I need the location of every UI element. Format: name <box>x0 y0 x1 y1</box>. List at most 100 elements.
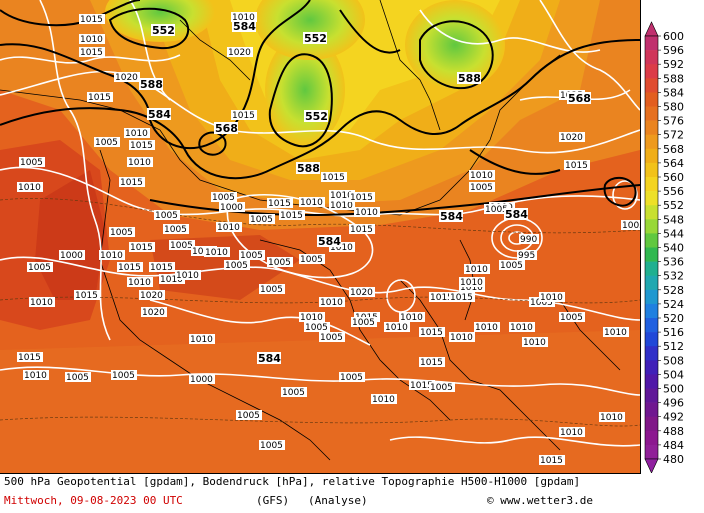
pressure-label-bg <box>519 234 539 244</box>
pressure-label-bg <box>224 260 250 270</box>
pressure-label-bg <box>339 372 365 382</box>
pressure-label: 1005 <box>500 261 523 271</box>
legend-tick-label: 484 <box>663 439 684 452</box>
pressure-label-bg <box>149 262 175 272</box>
pressure-label-bg <box>384 322 410 332</box>
pressure-label: 1010 <box>465 265 488 275</box>
geop-contour-6 <box>108 7 190 50</box>
geopotential-label: 584 <box>318 235 341 248</box>
legend-swatch <box>645 177 658 192</box>
pressure-label-bg <box>99 250 125 260</box>
pressure-label: 1010 <box>205 248 228 258</box>
pressure-label: 1020 <box>560 133 583 143</box>
pressure-label: 1010 <box>320 298 343 308</box>
pressure-label: 1010 <box>128 278 151 288</box>
pressure-label-bg <box>469 170 495 180</box>
pressure-label: 1010 <box>510 323 533 333</box>
pressure-label: 1005 <box>352 318 375 328</box>
geopotential-label: 588 <box>297 162 320 175</box>
pressure-label: 1005 <box>28 263 51 273</box>
pressure-label: 1010 <box>300 198 323 208</box>
legend-tick-label: 540 <box>663 242 684 255</box>
pressure-label: 1005 <box>470 183 493 193</box>
pressure-label: 1010 <box>450 333 473 343</box>
pressure-label-bg <box>539 292 565 302</box>
legend-tick-label: 524 <box>663 298 684 311</box>
isobar-5 <box>39 0 111 341</box>
weather-map: 1015 1010 1015 1015 1010 1015 1010 1005 1020 1005… <box>0 0 641 474</box>
pressure-label: 1020 <box>140 291 163 301</box>
pressure-label-bg <box>239 250 265 260</box>
legend-tick-label: 544 <box>663 227 684 240</box>
pressure-label: 1005 <box>260 441 283 451</box>
legend-swatch <box>645 430 658 446</box>
geop-contour-8 <box>603 176 637 207</box>
geopotential-label: 552 <box>304 32 327 45</box>
legend-tick-label: 548 <box>663 213 684 226</box>
pressure-label: 1010 <box>604 328 627 338</box>
geop-contour-10 <box>339 9 401 54</box>
geopotential-label-bg <box>457 72 481 84</box>
pressure-label: 1010 <box>176 271 199 281</box>
legend-tick-label: 596 <box>663 44 684 57</box>
legend-tick-label: 584 <box>663 86 684 99</box>
pressure-label: 1015 <box>150 263 173 273</box>
legend-swatch <box>645 388 658 403</box>
pressure-label-bg <box>231 12 257 22</box>
coastline-5 <box>459 239 476 321</box>
credit-link[interactable]: © www.wetter3.de <box>487 494 593 507</box>
pressure-label-bg <box>429 382 455 392</box>
pressure-label-bg <box>259 284 285 294</box>
legend-tick-label: 512 <box>663 340 684 353</box>
legend-swatch <box>645 289 658 305</box>
legend-tick-label: 572 <box>663 129 684 142</box>
pressure-label: 1010 <box>330 201 353 211</box>
pressure-label: 1015 <box>130 141 153 151</box>
pressure-label: 995 <box>518 251 535 261</box>
pressure-label-bg <box>349 287 375 297</box>
geopotential-label-bg <box>232 20 256 32</box>
topo-warm-south <box>0 330 640 473</box>
pressure-label-bg <box>319 332 345 342</box>
pressure-label: 1020 <box>142 308 165 318</box>
pressure-label: 1015 <box>350 193 373 203</box>
pressure-label: 1005 <box>282 388 305 398</box>
legend-tick-label: 576 <box>663 115 684 128</box>
legend-swatch <box>645 318 658 333</box>
isobar-low-ring-east <box>612 180 638 210</box>
legend-swatch <box>645 92 658 107</box>
pressure-label-bg <box>65 372 91 382</box>
geopotential-label: 584 <box>258 352 281 365</box>
pressure-label-bg <box>599 412 625 422</box>
pressure-label-bg <box>74 290 100 300</box>
isobar-8 <box>149 299 371 346</box>
legend-tick-label: 552 <box>663 199 684 212</box>
legend-swatch <box>645 36 658 51</box>
pressure-label: 1010 <box>600 413 623 423</box>
coastline-7 <box>179 19 251 81</box>
pressure-label-bg <box>267 198 293 208</box>
pressure-label: 1005 <box>170 241 193 251</box>
pressure-label: 1010 <box>24 371 47 381</box>
legend-tick-label: 496 <box>663 397 684 410</box>
caption-line-2: Mittwoch, 09-08-2023 00 UTC (GFS) (Analy… <box>4 494 704 507</box>
legend-swatch <box>645 233 658 248</box>
legend-swatch <box>645 332 658 347</box>
geopotential-label-bg <box>317 235 341 247</box>
legend-tick-label: 568 <box>663 143 684 156</box>
pressure-label: 1010 <box>18 183 41 193</box>
pressure-label-bg <box>111 370 137 380</box>
pressure-label: 1015 <box>540 456 563 466</box>
model-text: (GFS) <box>256 494 290 507</box>
geopotential-label-bg <box>296 162 320 174</box>
pressure-label-bg <box>449 332 475 342</box>
pressure-label-bg <box>279 210 305 220</box>
pressure-label: 1005 <box>320 333 343 343</box>
pressure-label: 1015 <box>80 15 103 25</box>
geopotential-label: 568 <box>568 92 591 105</box>
pressure-label-bg <box>371 394 397 404</box>
pressure-label-bg <box>216 222 242 232</box>
pressure-label: 1010 <box>128 158 151 168</box>
pressure-label: 1015 <box>118 263 141 273</box>
pressure-label: 1015 <box>75 291 98 301</box>
